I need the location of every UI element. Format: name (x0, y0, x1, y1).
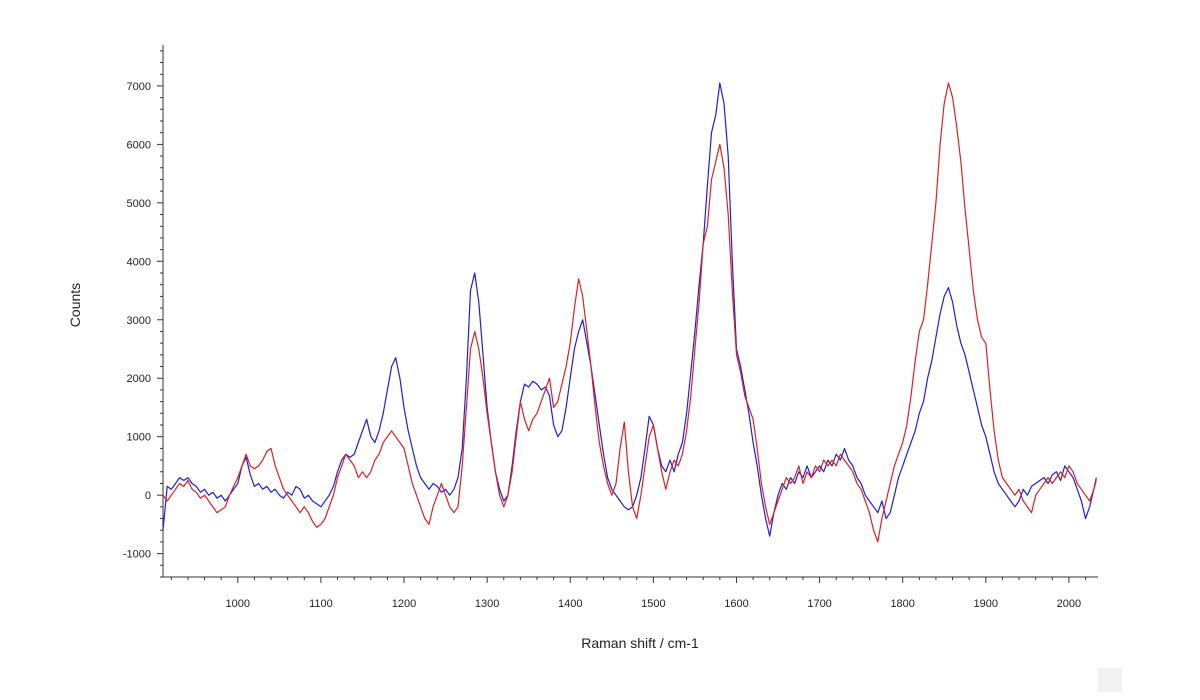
y-tick-label: 5000 (127, 198, 151, 210)
y-tick-label: 0 (145, 490, 151, 502)
y-tick-label: 1000 (127, 432, 151, 444)
series-line-2 (162, 82, 1097, 543)
y-tick-label: 2000 (127, 373, 151, 385)
x-tick-label: 1300 (475, 598, 499, 610)
y-tick-label: 3000 (127, 315, 151, 327)
y-axis-title: Counts (67, 283, 83, 327)
x-tick-label: 1000 (226, 598, 250, 610)
x-tick-label: 1700 (807, 598, 831, 610)
y-axis: -1000 0 1000 2000 3000 4000 5000 6000 7000 (123, 45, 164, 578)
x-tick-label: 2000 (1057, 598, 1081, 610)
x-tick-label: 1500 (641, 598, 665, 610)
x-axis-title: Raman shift / cm-1 (581, 635, 699, 651)
corner-widget (1098, 668, 1122, 692)
x-tick-label: 1400 (558, 598, 582, 610)
x-tick-label: 1800 (890, 598, 914, 610)
x-tick-label: 1600 (724, 598, 748, 610)
x-tick-label: 1100 (309, 598, 333, 610)
series-line-1 (162, 82, 1097, 537)
x-tick-label: 1900 (974, 598, 998, 610)
y-tick-label: 4000 (127, 256, 151, 268)
series-group (162, 82, 1097, 543)
x-axis: 1000 1100 1200 1300 1400 1500 1600 1700 1800 1900… (163, 576, 1098, 610)
x-tick-label: 1200 (392, 598, 416, 610)
y-tick-label: -1000 (123, 549, 151, 561)
y-tick-label: 6000 (127, 139, 151, 151)
y-tick-label: 7000 (127, 81, 151, 93)
